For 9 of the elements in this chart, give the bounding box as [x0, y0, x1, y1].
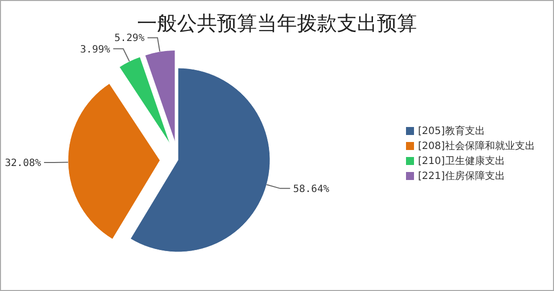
legend-label: [205]教育支出 [418, 125, 485, 137]
data-label: 32.08% [4, 158, 42, 169]
legend-label: [221]住房保障支出 [418, 170, 505, 182]
data-label: 5.29% [114, 33, 144, 44]
legend-label: [210]卫生健康支出 [418, 155, 505, 167]
legend-label: [208]社会保障和就业支出 [418, 140, 535, 152]
chart-title: 一般公共预算当年拨款支出预算 [137, 11, 417, 35]
data-label: 3.99% [80, 44, 110, 56]
data-label: 58.64% [293, 184, 330, 195]
